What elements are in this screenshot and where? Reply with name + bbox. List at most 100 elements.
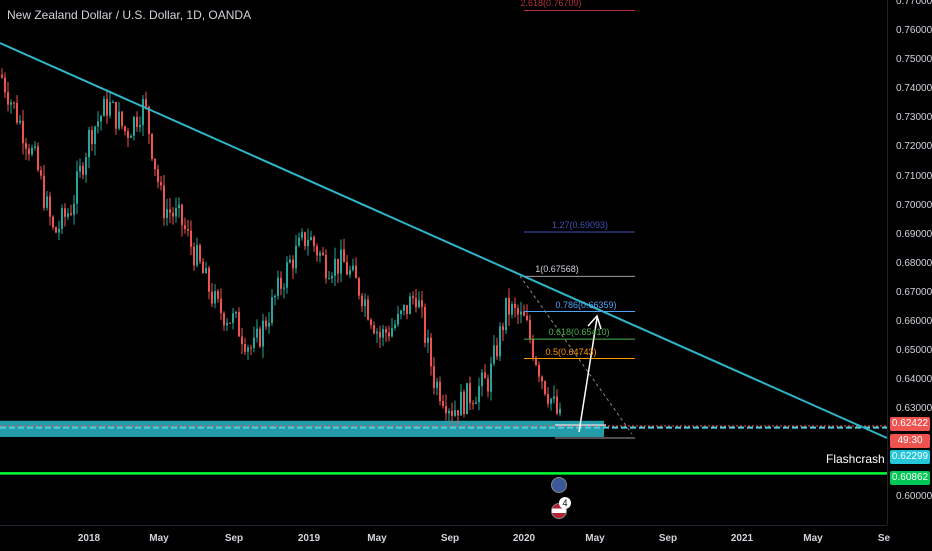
price-tick-label: 0.75000	[896, 54, 932, 66]
candle-body	[226, 322, 228, 326]
candle-body	[316, 246, 318, 256]
fib-level-label: 1.27(0.69093)	[551, 220, 609, 230]
candle-body	[355, 265, 357, 279]
candle-body	[448, 410, 450, 414]
candle-body	[343, 249, 345, 263]
candle-body	[145, 99, 147, 107]
candle-body	[304, 232, 306, 247]
candle-body	[259, 328, 261, 347]
flashcrash-label: Flashcrash	[826, 452, 885, 466]
candle-body	[481, 372, 483, 387]
candle-body	[232, 313, 234, 323]
time-tick-label: Sep	[658, 533, 678, 544]
price-tick-label: 0.76000	[896, 25, 932, 37]
candle-body	[88, 130, 90, 158]
candle-body	[484, 372, 486, 379]
candle-body	[151, 133, 153, 159]
time-tick-label: 2018	[77, 533, 101, 544]
candle-body	[421, 300, 423, 308]
event-count-badge[interactable]: 4	[559, 497, 571, 509]
candle-body	[181, 204, 183, 226]
candle-body	[460, 391, 462, 416]
candle-body	[16, 102, 18, 123]
candle-body	[205, 267, 207, 274]
candle-body	[148, 106, 150, 134]
candle-body	[223, 313, 225, 326]
time-tick-label: May	[367, 533, 387, 544]
candle-body	[529, 320, 531, 339]
time-axis[interactable]: 2018 May Sep 2019 May Sep 2020 May Sep 2021 May Se	[0, 525, 890, 551]
candle-body	[310, 236, 312, 240]
candle-body	[469, 383, 471, 404]
candle-body	[538, 364, 540, 377]
candle-body	[493, 345, 495, 364]
candle-body	[160, 182, 162, 186]
candle-body	[55, 227, 57, 233]
candle-body	[553, 396, 555, 399]
candle-body	[34, 146, 36, 148]
candle-body	[58, 228, 60, 233]
candle-body	[442, 401, 444, 406]
candle-body	[391, 328, 393, 337]
candle-body	[19, 120, 21, 123]
price-tick-label: 0.74000	[896, 83, 932, 95]
candle-body	[313, 236, 315, 247]
price-tick-label: 0.77000	[896, 0, 932, 7]
support-zone	[0, 420, 604, 437]
candle-body	[163, 185, 165, 218]
descending-trendline	[0, 42, 888, 439]
candle-body	[265, 320, 267, 327]
candle-body	[187, 229, 189, 231]
candle-body	[70, 213, 72, 215]
candle-body	[526, 315, 528, 321]
candle-body	[235, 311, 237, 314]
time-tick-label: 2020	[512, 533, 536, 544]
event-globe-icon[interactable]	[551, 477, 567, 493]
candle-body	[37, 146, 39, 171]
projection-arrow-head	[587, 314, 602, 330]
candle-body	[346, 262, 348, 275]
candle-body	[439, 381, 441, 402]
fib-level-label: 1(0.67568)	[535, 264, 579, 275]
candle-body	[202, 261, 204, 274]
candle-body	[31, 147, 33, 155]
candle-body	[238, 311, 240, 337]
candle-body	[379, 331, 381, 338]
candle-body	[502, 326, 504, 331]
candle-body	[247, 347, 249, 352]
candle-body	[142, 99, 144, 126]
candle-body	[472, 403, 474, 405]
candle-body	[319, 252, 321, 256]
candle-body	[325, 254, 327, 279]
candle-body	[112, 102, 114, 104]
candle-body	[388, 332, 390, 337]
time-tick-label: May	[149, 533, 169, 544]
candle-body	[178, 204, 180, 209]
candle-body	[10, 102, 12, 105]
candle-body	[133, 116, 135, 136]
price-axis[interactable]: 0.77000 0.76000 0.75000 0.74000 0.73000 0.720…	[887, 0, 932, 525]
time-tick-label: Sep	[440, 533, 460, 544]
candle-body	[262, 320, 264, 347]
candle-body	[46, 196, 48, 208]
candle-body	[106, 98, 108, 116]
candle-body	[406, 305, 408, 315]
candle-body	[25, 143, 27, 149]
candle-body	[508, 297, 510, 315]
candle-body	[331, 275, 333, 279]
green-level-badge: 0.60862	[890, 471, 930, 485]
candle-body	[490, 363, 492, 392]
candle-body	[184, 225, 186, 230]
candle-body	[85, 157, 87, 175]
candle-body	[415, 298, 417, 308]
candle-body	[76, 171, 78, 204]
candle-body	[514, 303, 516, 309]
candle-body	[478, 386, 480, 403]
time-tick-label: Sep	[224, 533, 244, 544]
candle-body	[358, 278, 360, 296]
candle-body	[409, 296, 411, 315]
candle-body	[385, 329, 387, 333]
price-tick-label: 0.64000	[896, 374, 932, 386]
candle-body	[475, 402, 477, 404]
